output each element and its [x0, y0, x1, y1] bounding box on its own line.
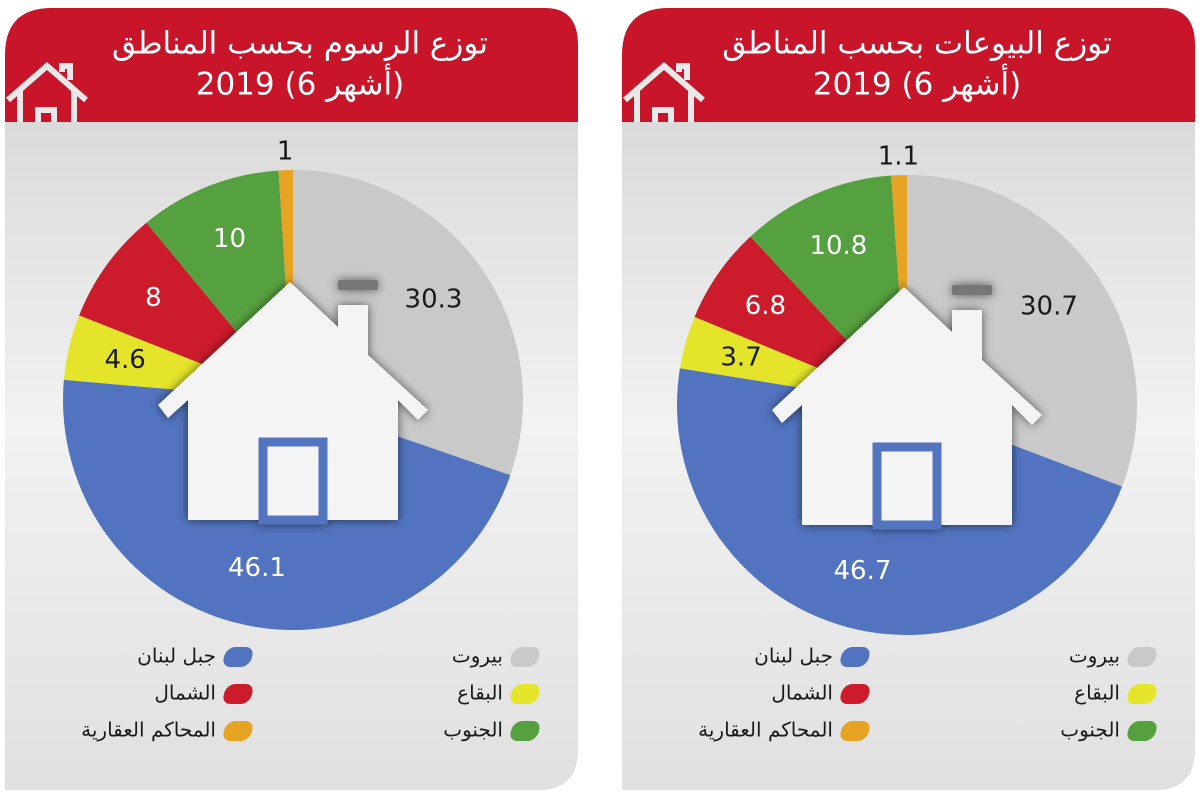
chart-subtitle: 2019 (6 أشهر) — [196, 64, 405, 103]
header-banner — [5, 8, 578, 122]
legend-swatch — [223, 684, 253, 704]
chart-title: توزع البيوعات بحسب المناطق — [722, 26, 1112, 62]
house-icon — [772, 285, 1042, 530]
legend-swatch — [1127, 647, 1157, 667]
legend-label: الجنوب — [443, 718, 503, 742]
legend-label: المحاكم العقارية — [81, 718, 216, 742]
data-label: 46.1 — [228, 553, 286, 583]
legend-label: البقاع — [1074, 681, 1120, 705]
legend-swatch — [1127, 721, 1157, 741]
legend-swatch — [840, 684, 870, 704]
data-label: 30.3 — [405, 284, 463, 314]
house-shape — [772, 287, 1042, 525]
legend-label: بيروت — [1069, 644, 1120, 668]
data-label: 6.8 — [745, 291, 786, 321]
header-banner — [622, 8, 1195, 122]
data-label: 3.7 — [720, 342, 761, 372]
legend-swatch — [223, 721, 253, 741]
data-label: 10 — [213, 224, 246, 254]
legend-swatch — [840, 721, 870, 741]
chart-title: توزع الرسوم بحسب المناطق — [112, 26, 488, 62]
legend-swatch — [1127, 684, 1157, 704]
legend-label: جبل لبنان — [137, 644, 216, 668]
legend-label: الشمال — [771, 681, 833, 705]
house-chimney-cap — [952, 285, 992, 295]
legend-label: الشمال — [154, 681, 216, 705]
legend-label: الجنوب — [1060, 718, 1120, 742]
legend-label: بيروت — [452, 644, 503, 668]
house-shape — [158, 282, 428, 520]
header-icon — [623, 62, 705, 122]
legend-swatch — [510, 721, 540, 741]
legend-swatch — [840, 647, 870, 667]
data-label: 46.7 — [833, 556, 891, 586]
house-door — [872, 442, 942, 530]
data-label: 8 — [145, 283, 162, 313]
data-label: 1 — [277, 137, 294, 167]
chart-subtitle: 2019 (6 أشهر) — [813, 64, 1022, 103]
legend-swatch — [510, 684, 540, 704]
data-label: 10.8 — [809, 231, 867, 261]
legend-label: البقاع — [457, 681, 503, 705]
house-icon — [158, 280, 428, 525]
data-label: 30.7 — [1020, 291, 1078, 321]
data-label: 4.6 — [104, 345, 145, 375]
house-door — [258, 437, 328, 525]
data-label: 1.1 — [878, 142, 919, 172]
legend-swatch — [510, 647, 540, 667]
header-icon — [6, 62, 88, 122]
legend-swatch — [223, 647, 253, 667]
house-chimney-cap — [338, 280, 378, 290]
legend-label: جبل لبنان — [754, 644, 833, 668]
legend-label: المحاكم العقارية — [698, 718, 833, 742]
